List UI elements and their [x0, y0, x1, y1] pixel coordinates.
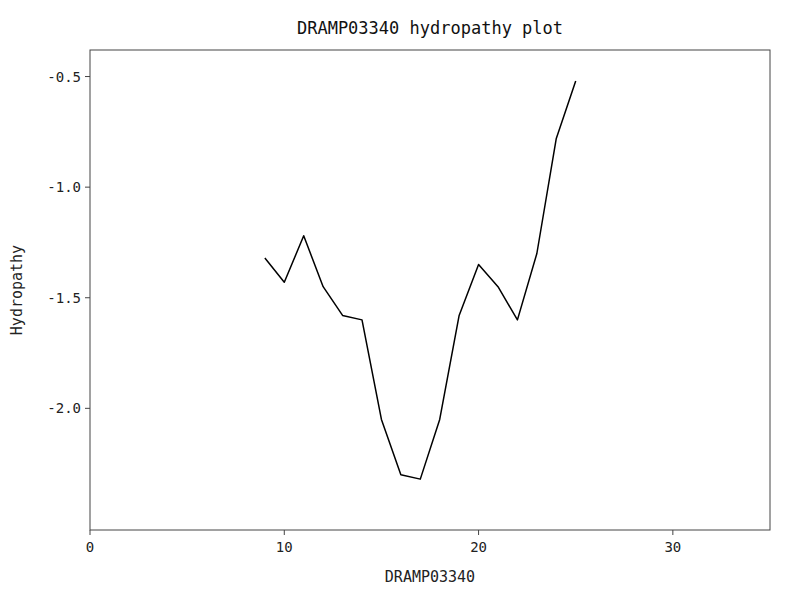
plot-frame — [90, 50, 770, 530]
x-tick-label: 0 — [86, 539, 94, 555]
y-tick-label: -0.5 — [47, 69, 81, 85]
x-tick — [284, 530, 285, 535]
y-tick-label: -1.5 — [47, 290, 81, 306]
y-tick — [85, 297, 90, 298]
axes: 0 10 20 30 -2.0 -1.5 -1.0 -0.5 — [47, 50, 770, 555]
x-tick-label: 30 — [664, 539, 681, 555]
y-axis-label: Hydropathy — [8, 245, 26, 335]
y-tick — [85, 187, 90, 188]
y-tick-label: -1.0 — [47, 179, 81, 195]
chart-container: 0 10 20 30 -2.0 -1.5 -1.0 -0.5 DRAMP03340 hydrop… — [0, 0, 800, 600]
x-tick — [478, 530, 479, 535]
chart-title: DRAMP03340 hydropathy plot — [297, 18, 563, 38]
x-tick-label: 20 — [470, 539, 487, 555]
y-tick-label: -2.0 — [47, 400, 81, 416]
x-tick — [672, 530, 673, 535]
chart-svg: 0 10 20 30 -2.0 -1.5 -1.0 -0.5 DRAMP03340 hydrop… — [0, 0, 800, 600]
x-tick — [90, 530, 91, 535]
y-tick — [85, 408, 90, 409]
data-line — [265, 81, 576, 479]
data-group — [265, 81, 576, 479]
x-axis-label: DRAMP03340 — [385, 568, 475, 586]
x-tick-label: 10 — [276, 539, 293, 555]
y-tick — [85, 76, 90, 77]
